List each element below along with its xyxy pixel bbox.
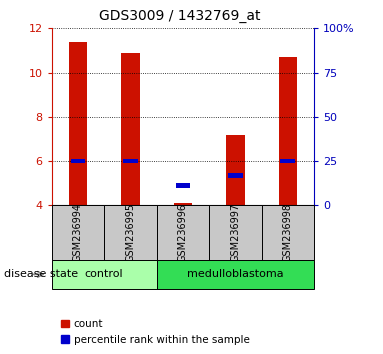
Text: disease state: disease state: [4, 269, 78, 279]
Legend: count, percentile rank within the sample: count, percentile rank within the sample: [57, 315, 254, 349]
Text: GSM236995: GSM236995: [125, 203, 136, 262]
Bar: [175, 183, 190, 188]
Bar: [228, 173, 243, 178]
Bar: [52, 205, 104, 260]
Bar: [226, 135, 244, 205]
Bar: [157, 260, 314, 289]
Text: GSM236996: GSM236996: [178, 203, 188, 262]
Bar: [174, 203, 192, 205]
Text: GSM236998: GSM236998: [283, 203, 293, 262]
Bar: [70, 159, 85, 163]
Text: GDS3009 / 1432769_at: GDS3009 / 1432769_at: [99, 9, 261, 23]
Bar: [123, 159, 138, 163]
Bar: [104, 205, 157, 260]
Bar: [69, 42, 87, 205]
Bar: [157, 205, 209, 260]
Bar: [279, 57, 297, 205]
Bar: [52, 260, 157, 289]
Bar: [262, 205, 314, 260]
Text: control: control: [85, 269, 123, 279]
Text: GSM236997: GSM236997: [230, 203, 241, 262]
Text: GSM236994: GSM236994: [73, 203, 83, 262]
Bar: [121, 53, 139, 205]
Bar: [209, 205, 262, 260]
Text: medulloblastoma: medulloblastoma: [187, 269, 284, 279]
Bar: [280, 159, 295, 163]
